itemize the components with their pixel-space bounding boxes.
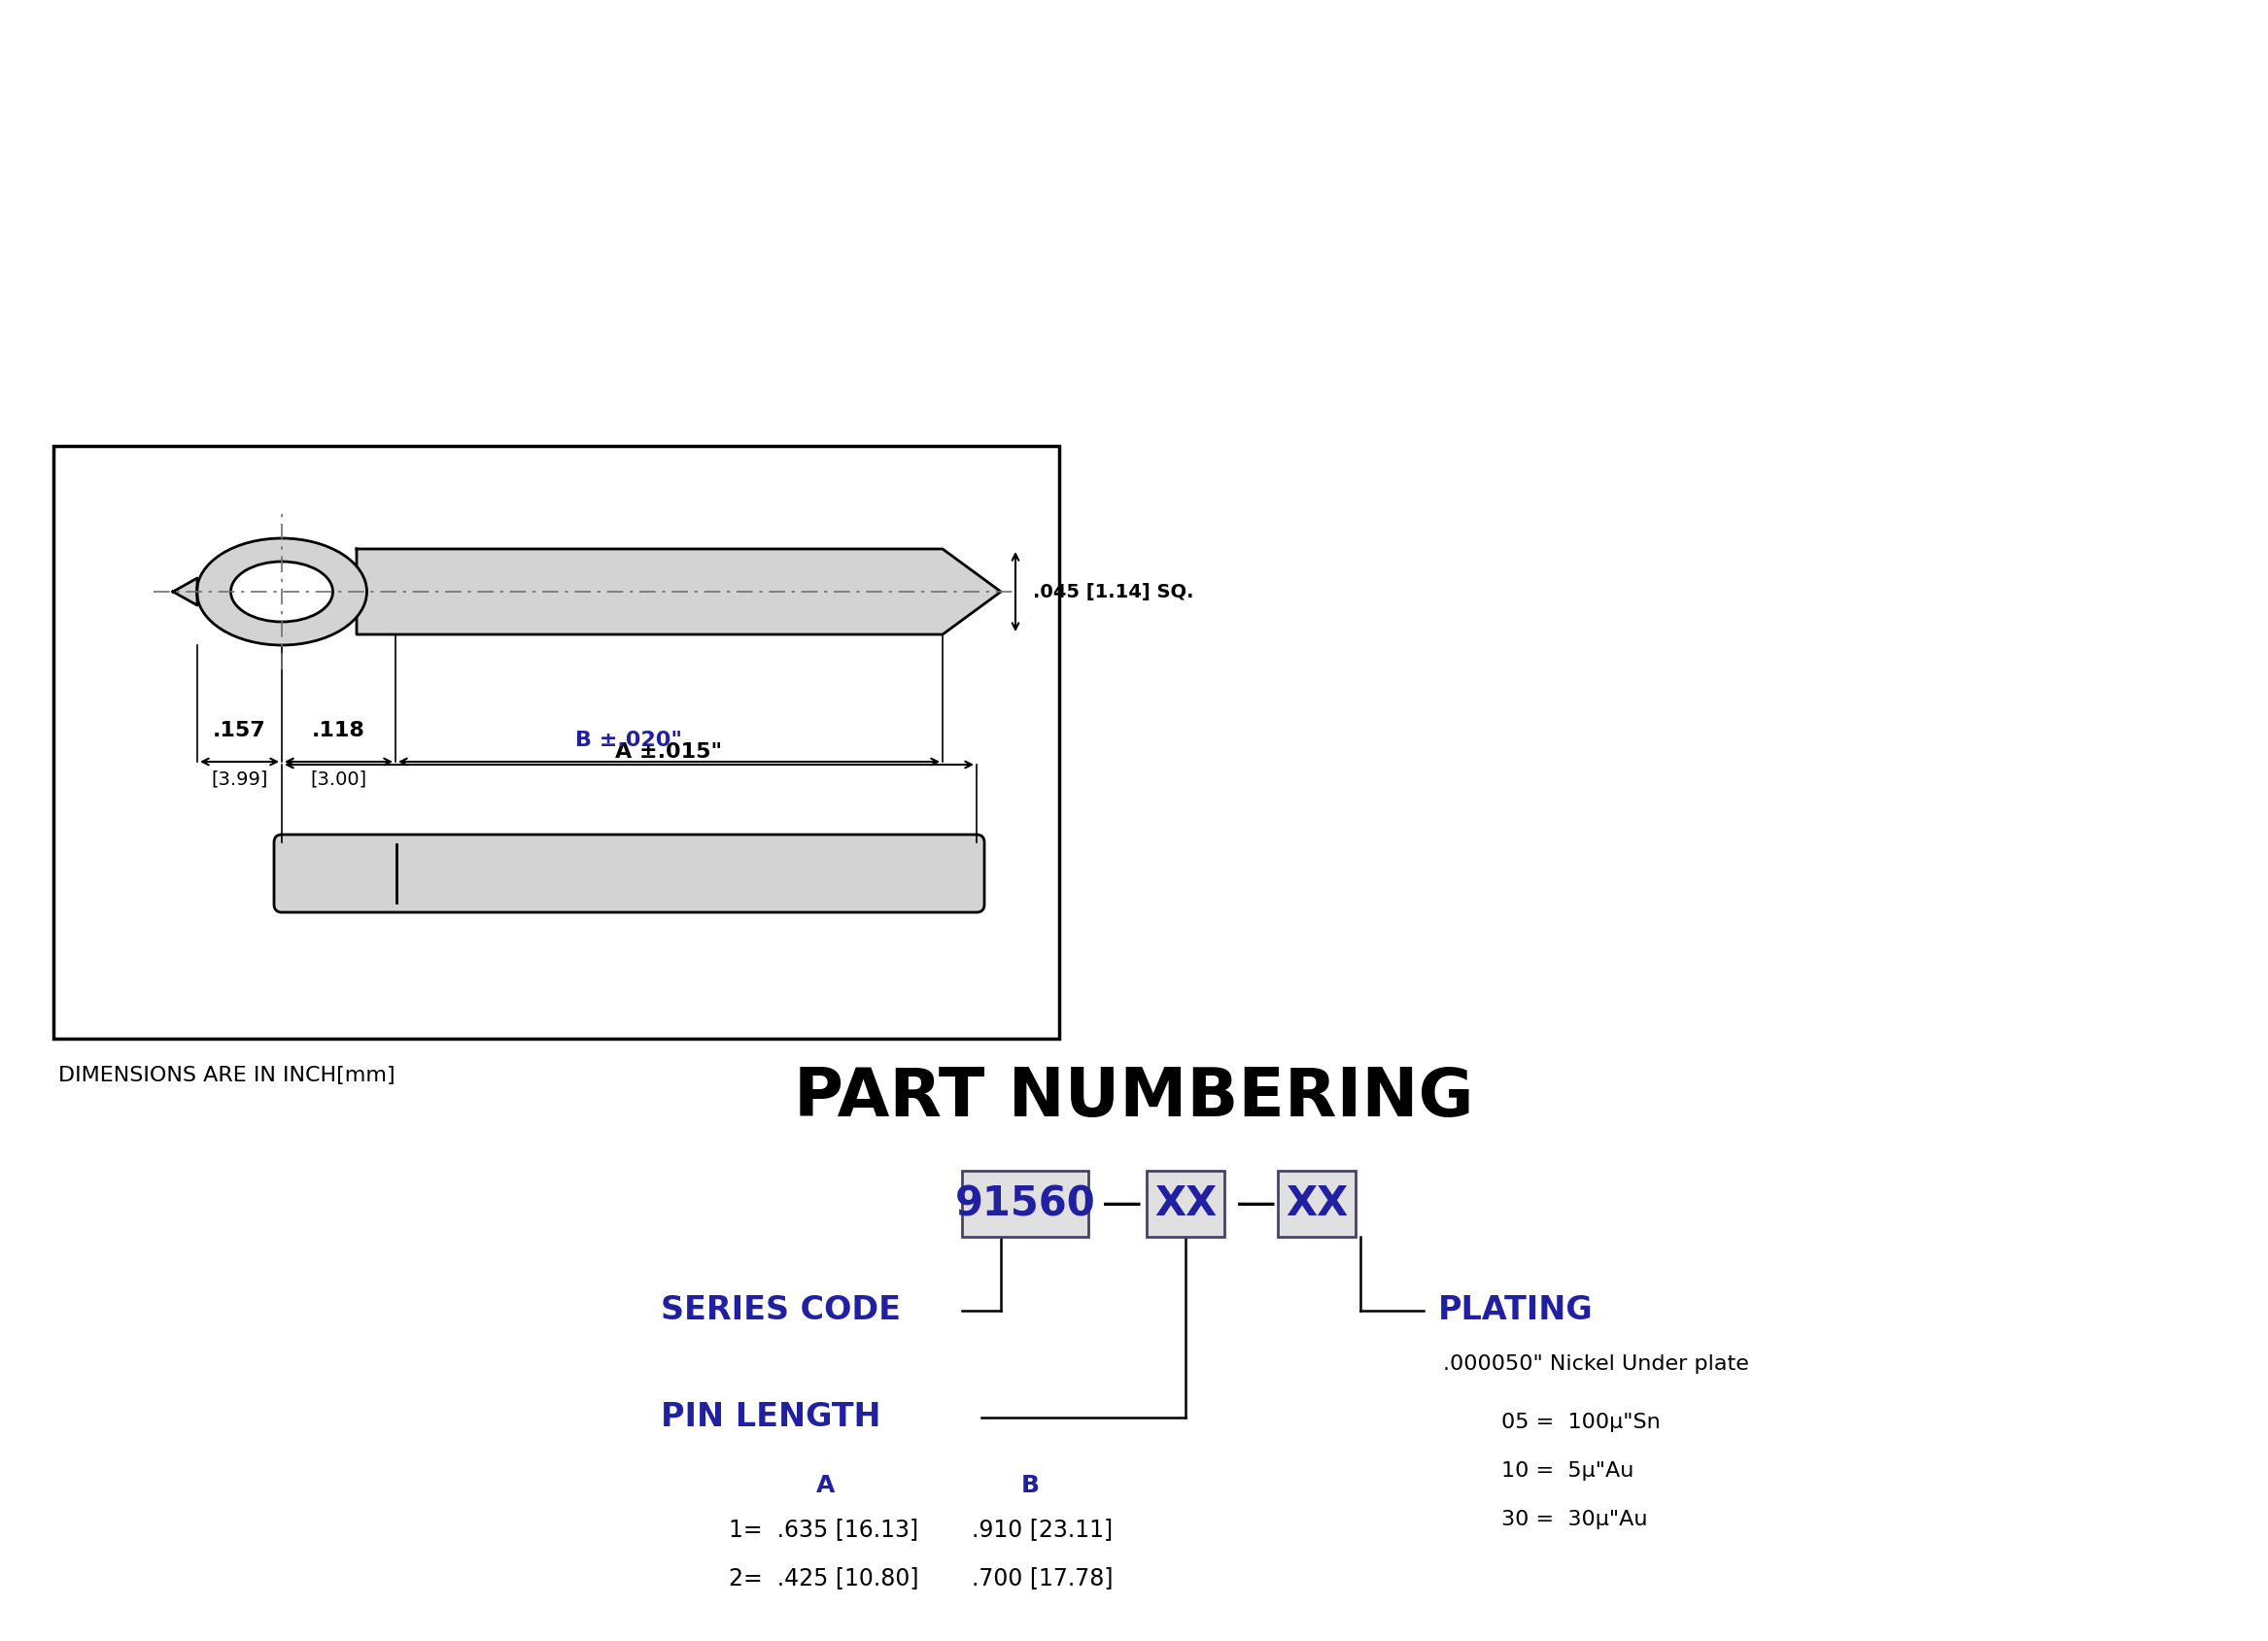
- Bar: [1277, 1170, 1356, 1237]
- Polygon shape: [172, 578, 197, 606]
- Text: .118: .118: [313, 720, 365, 740]
- Text: A ±.015": A ±.015": [615, 742, 723, 761]
- Text: .045 [1.14] SQ.: .045 [1.14] SQ.: [1032, 583, 1193, 601]
- Text: A: A: [816, 1474, 835, 1497]
- Text: B: B: [1021, 1474, 1039, 1497]
- Text: PIN LENGTH: PIN LENGTH: [660, 1401, 880, 1434]
- Text: .157: .157: [213, 720, 265, 740]
- Text: .000050" Nickel Under plate: .000050" Nickel Under plate: [1442, 1354, 1749, 1374]
- Bar: [1148, 1170, 1225, 1237]
- FancyBboxPatch shape: [274, 835, 984, 912]
- Text: 91560: 91560: [955, 1183, 1095, 1224]
- Text: 30 =  30μ"Au: 30 = 30μ"Au: [1501, 1510, 1647, 1529]
- Polygon shape: [356, 550, 1000, 635]
- Text: 10 =  5μ"Au: 10 = 5μ"Au: [1501, 1460, 1633, 1480]
- Text: [3.00]: [3.00]: [311, 770, 367, 788]
- Text: XX: XX: [1154, 1183, 1216, 1224]
- Text: —: —: [1102, 1183, 1143, 1224]
- Ellipse shape: [197, 538, 367, 645]
- Text: 05 =  100μ"Sn: 05 = 100μ"Sn: [1501, 1413, 1660, 1433]
- Text: [3.99]: [3.99]: [211, 770, 268, 788]
- Text: SERIES CODE: SERIES CODE: [660, 1295, 900, 1326]
- Ellipse shape: [231, 561, 333, 622]
- Text: PLATING: PLATING: [1438, 1295, 1594, 1326]
- Text: XX: XX: [1286, 1183, 1347, 1224]
- Text: B ±.020": B ±.020": [576, 730, 683, 750]
- Text: —: —: [1236, 1183, 1277, 1224]
- Text: .910 [23.11]: .910 [23.11]: [971, 1518, 1114, 1541]
- Text: 1=  .635 [16.13]: 1= .635 [16.13]: [728, 1518, 919, 1541]
- Bar: [962, 1170, 1089, 1237]
- Bar: [54, 446, 1059, 1039]
- Text: PART NUMBERING: PART NUMBERING: [794, 1065, 1474, 1129]
- Text: DIMENSIONS ARE IN INCH[mm]: DIMENSIONS ARE IN INCH[mm]: [59, 1065, 395, 1085]
- Text: .700 [17.78]: .700 [17.78]: [971, 1566, 1114, 1590]
- Text: 2=  .425 [10.80]: 2= .425 [10.80]: [728, 1566, 919, 1590]
